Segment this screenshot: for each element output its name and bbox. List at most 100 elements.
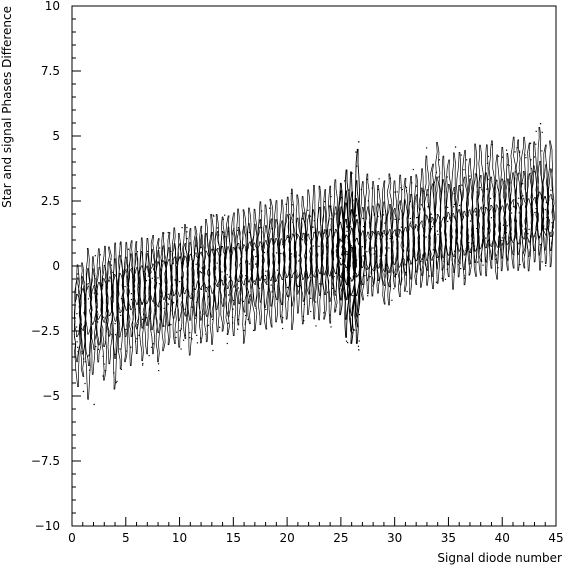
data-point: [87, 283, 89, 285]
data-point: [319, 283, 321, 285]
data-point: [152, 343, 154, 345]
data-point: [385, 264, 387, 266]
data-point: [172, 263, 174, 265]
data-point: [530, 168, 532, 170]
data-point: [110, 258, 112, 260]
contour-ring: [73, 264, 81, 388]
data-point: [357, 345, 359, 347]
data-point: [339, 257, 342, 259]
data-point: [433, 181, 435, 183]
data-point: [221, 280, 223, 282]
data-point: [353, 328, 355, 330]
data-point: [466, 159, 468, 161]
data-point: [362, 255, 364, 257]
data-point: [296, 284, 298, 286]
data-point: [222, 231, 224, 233]
data-point: [233, 299, 235, 301]
contour-ring: [143, 237, 151, 355]
data-point: [444, 278, 447, 280]
data-point: [218, 291, 220, 293]
data-point: [224, 236, 226, 238]
data-point: [265, 270, 267, 272]
data-point: [100, 285, 102, 287]
data-point: [548, 219, 550, 221]
data-point: [469, 220, 472, 222]
contour-ring: [472, 143, 479, 277]
data-point: [120, 298, 123, 300]
data-point: [487, 188, 489, 190]
data-point: [475, 214, 477, 216]
data-point: [290, 192, 292, 195]
data-point: [497, 267, 499, 269]
data-point: [519, 150, 521, 152]
data-point: [77, 346, 79, 348]
data-point: [189, 332, 191, 334]
data-point: [347, 227, 349, 229]
outlier-point: [82, 390, 85, 393]
data-point: [530, 142, 532, 144]
data-point: [250, 294, 252, 296]
data-point: [551, 242, 553, 244]
data-point: [232, 322, 234, 324]
data-point: [544, 209, 546, 211]
contour-ring: [149, 234, 157, 355]
data-point: [360, 189, 362, 191]
data-point: [396, 191, 398, 193]
contour-ring: [428, 183, 437, 278]
data-point: [287, 236, 289, 238]
data-point: [495, 254, 497, 256]
data-point: [99, 254, 101, 256]
data-point: [93, 292, 95, 294]
data-point: [170, 324, 172, 326]
data-point: [332, 287, 334, 289]
data-point: [282, 327, 284, 330]
data-point: [477, 261, 479, 263]
data-point: [435, 171, 437, 173]
data-point: [425, 236, 427, 238]
data-point: [353, 329, 355, 331]
data-point: [444, 207, 446, 209]
data-point: [398, 218, 400, 220]
data-point: [255, 263, 257, 265]
data-point: [196, 342, 198, 344]
x-tick-label: 35: [441, 531, 456, 545]
data-point: [280, 252, 282, 255]
data-point: [432, 226, 434, 228]
data-point: [104, 318, 106, 320]
data-point: [248, 231, 251, 233]
y-axis-ticks: −10 −7.5 −5 −2.5 0 2.5 5 7.5 10: [31, 0, 81, 533]
contour-ring: [139, 237, 145, 362]
data-point: [508, 164, 510, 167]
x-tick-label: 25: [333, 531, 348, 545]
outlier-point: [539, 123, 542, 125]
contour-ring: [111, 242, 119, 390]
data-point: [470, 262, 472, 264]
data-point: [406, 290, 408, 293]
data-point: [183, 339, 185, 341]
data-point: [315, 325, 317, 327]
data-point: [191, 338, 193, 340]
data-point: [377, 188, 379, 191]
y-tick-label: 10: [45, 0, 60, 13]
data-point: [199, 271, 201, 273]
data-point: [333, 276, 335, 278]
data-point: [468, 274, 470, 276]
data-point: [525, 157, 527, 159]
data-point: [233, 227, 235, 230]
data-point: [349, 265, 351, 267]
data-point: [491, 144, 493, 146]
y-tick-label: −2.5: [31, 324, 60, 338]
data-point: [77, 351, 79, 353]
data-point: [212, 214, 214, 216]
data-point: [460, 154, 462, 156]
data-point: [87, 298, 90, 300]
data-point: [130, 293, 132, 295]
data-point: [219, 326, 221, 328]
data-point: [245, 275, 247, 277]
data-point: [237, 328, 239, 330]
outlier-point: [93, 403, 95, 406]
data-point: [541, 261, 543, 263]
data-point: [351, 332, 353, 334]
data-point: [302, 315, 304, 318]
y-tick-label: 2.5: [41, 194, 60, 208]
